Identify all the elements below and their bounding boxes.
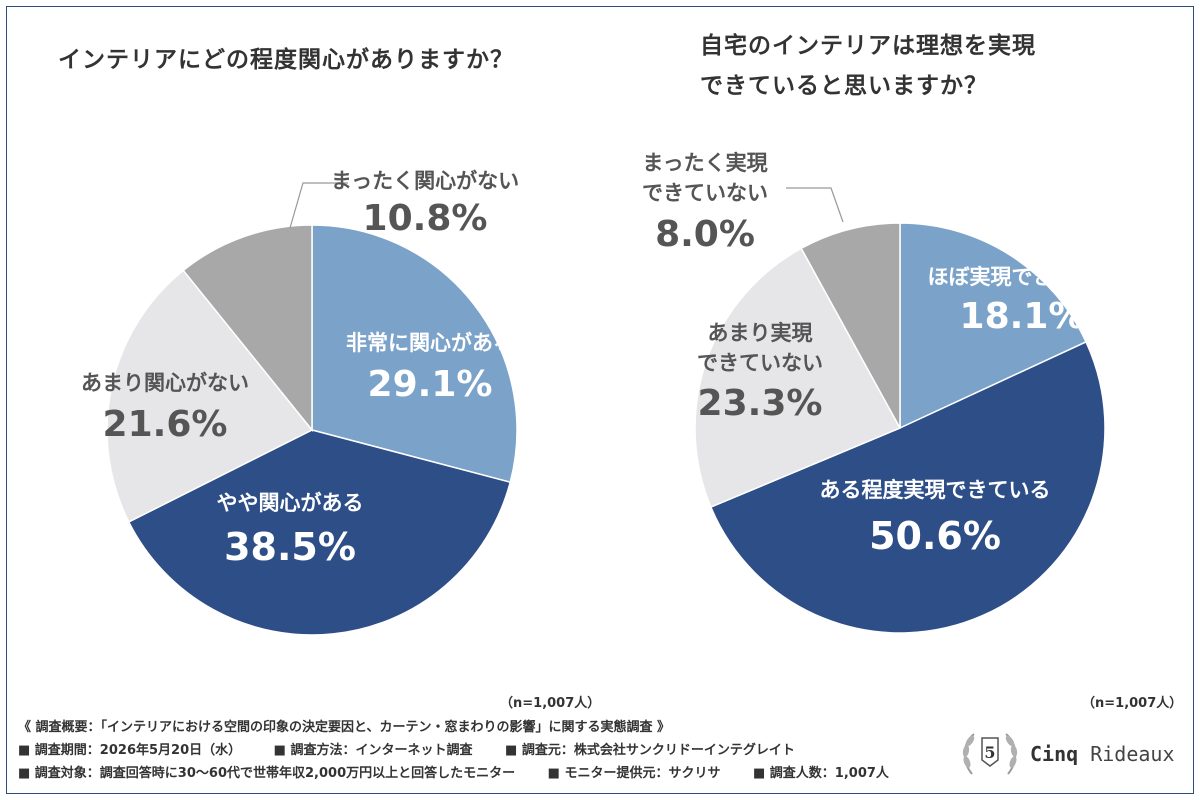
brand-logo: 5 Cinq Rideaux	[958, 722, 1188, 786]
pie1-leader-line	[289, 182, 348, 229]
survey-count: ■ 調査人数：1,007人	[753, 766, 889, 781]
pie2-slice-4-percent: 8.0%	[655, 214, 755, 255]
page-frame	[6, 6, 1194, 794]
pie2-slice-2-percent: 50.6%	[869, 514, 1001, 558]
survey-heading: 《 調査概要：「インテリアにおける空間の印象の決定要因と、カーテン・窓まわりの影…	[18, 720, 671, 735]
chart-right-title-line1: 自宅のインテリアは理想を実現	[700, 33, 1036, 59]
pie2-slice-4-name-line2: できていない	[642, 181, 768, 205]
pie1-slice-1	[311, 224, 518, 484]
chart-right-title: 自宅のインテリアは理想を実現 できていると思いますか？	[700, 26, 1036, 106]
pie2-slice-1-percent: 18.1%	[960, 296, 1085, 337]
pie1-slice-4-percent: 10.8%	[363, 198, 488, 239]
pie2-slice-3-name-line2: できていない	[697, 351, 823, 375]
chart-left-title: インテリアにどの程度関心がありますか？	[58, 47, 514, 73]
brand-name: Cinq Rideaux	[1030, 742, 1175, 766]
pie2-slice-3-percent: 23.3%	[698, 383, 823, 424]
survey-source: ■ 調査元：株式会社サンクリドーインテグレイト	[505, 743, 795, 758]
pie2-slice-1-name: ほぼ実現できている	[928, 265, 1117, 289]
pie1-slice-3	[106, 269, 314, 523]
badge-number: 5	[984, 743, 995, 762]
survey-row-2: ■ 調査期間：2026年5月20日（水） ■ 調査方法：インターネット調査 ■ …	[18, 739, 938, 762]
survey-row-3: ■ 調査対象：調査回答時に30〜60代で世帯年収2,000万円以上と回答したモニ…	[18, 762, 938, 785]
pie1-slice-2-percent: 38.5%	[224, 525, 356, 569]
pie1-slice-3-percent: 21.6%	[103, 404, 228, 445]
pie1-slice-4-name: まったく関心がない	[331, 169, 519, 193]
pie1-slice-1-percent: 29.1%	[368, 364, 493, 405]
pie2-slice-3	[694, 247, 902, 509]
pie2-slice-2	[709, 340, 1106, 634]
pie2-slice-4-name-line1: まったく実現	[642, 151, 767, 175]
pie1-slice-3-name: あまり関心がない	[81, 371, 249, 395]
pie1-slice-2-name: やや関心がある	[217, 491, 364, 515]
chart-left-n-label: （n=1,007人）	[500, 696, 601, 711]
pie1-slice-1-name: 非常に関心がある	[346, 331, 514, 355]
pie2-leader-line	[786, 187, 844, 223]
laurel-badge-icon: 5	[962, 733, 1018, 775]
pie1-slice-4	[182, 224, 313, 433]
survey-target: ■ 調査対象：調査回答時に30〜60代で世帯年収2,000万円以上と回答したモニ…	[18, 766, 516, 781]
brand-name-bold: Cinq	[1030, 742, 1079, 766]
chart-right-title-line2: できていると思いますか？	[700, 73, 988, 99]
survey-summary: 《 調査概要：「インテリアにおける空間の印象の決定要因と、カーテン・窓まわりの影…	[18, 716, 938, 785]
survey-provider: ■ モニター提供元：サクリサ	[547, 766, 721, 781]
chart-right-n-label: （n=1,007人）	[1082, 696, 1183, 711]
pie2-slice-3-name-line1: あまり実現	[708, 321, 813, 345]
brand-name-rest: Rideaux	[1090, 742, 1175, 766]
pie2-slice-2-name: ある程度実現できている	[820, 478, 1051, 502]
survey-period: ■ 調査期間：2026年5月20日（水）	[18, 743, 242, 758]
pie2-slice-1	[899, 222, 1088, 430]
pie1-slice-2	[127, 429, 512, 636]
survey-method: ■ 調査方法：インターネット調査	[273, 743, 473, 758]
pie2-slice-4	[800, 222, 901, 429]
